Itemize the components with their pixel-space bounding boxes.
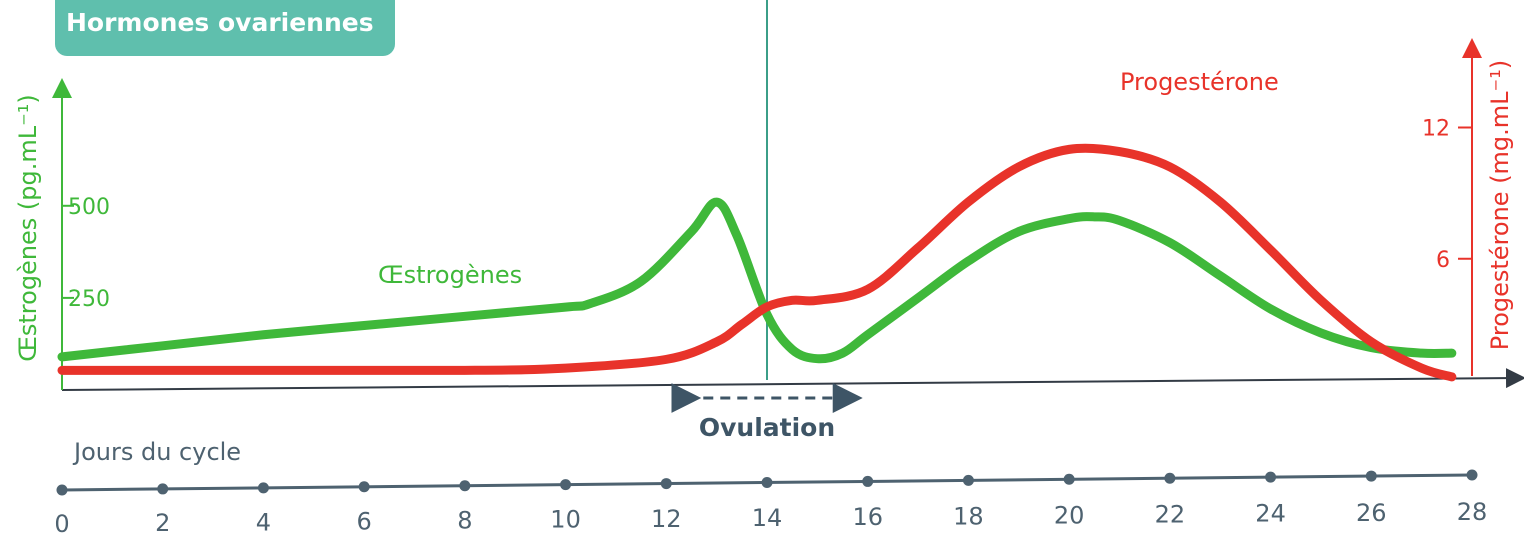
right-tick-label: 6 — [1436, 248, 1450, 273]
day-tick-label: 24 — [1255, 500, 1286, 528]
title-badge — [55, 0, 395, 56]
day-tick-dot — [660, 478, 672, 490]
day-tick-dot — [1265, 471, 1277, 483]
ovulation-label: Ovulation — [699, 413, 835, 442]
right-axis-title: Progestérone (mg.mL⁻¹) — [1486, 60, 1514, 350]
day-tick-label: 22 — [1155, 501, 1186, 529]
day-tick-dot — [761, 477, 773, 488]
estrogen-series-label: Œstrogènes — [378, 261, 522, 289]
day-tick-label: 28 — [1457, 498, 1488, 526]
day-tick-label: 18 — [953, 502, 984, 530]
day-tick-label: 14 — [752, 504, 783, 532]
day-tick-dot — [257, 482, 269, 494]
days-axis-title: Jours du cycle — [72, 438, 241, 466]
progesterone-series-label: Progestérone — [1120, 68, 1279, 96]
chart-title: Hormones ovariennes — [66, 8, 374, 37]
day-tick-label: 16 — [852, 503, 883, 531]
day-tick-dot — [459, 480, 471, 492]
day-tick-label: 12 — [651, 505, 682, 533]
left-tick-label: 500 — [68, 195, 110, 220]
day-tick-dot — [157, 483, 169, 495]
progesterone-series-line — [57, 143, 1457, 382]
day-tick-label: 10 — [550, 506, 581, 534]
day-tick-label: 20 — [1054, 501, 1085, 529]
day-tick-dot — [862, 475, 874, 487]
left-tick-label: 250 — [68, 287, 110, 312]
day-tick-dot — [1164, 472, 1176, 484]
day-tick-dot — [358, 481, 370, 493]
day-tick-dot — [1365, 470, 1377, 482]
day-tick-dot — [560, 479, 572, 491]
estrogen-series-line — [57, 197, 1457, 364]
left-axis-title: Œstrogènes (pg.mL⁻¹) — [14, 94, 42, 362]
day-tick-dot — [56, 484, 68, 496]
day-tick-dot — [962, 474, 974, 486]
day-tick-label: 4 — [256, 508, 271, 536]
day-tick-label: 6 — [357, 507, 372, 535]
day-tick-dot — [1466, 469, 1478, 481]
day-tick-label: 26 — [1356, 499, 1387, 527]
day-tick-label: 2 — [155, 509, 170, 537]
x-axis-line — [61, 368, 1524, 391]
day-tick-dot — [1063, 473, 1075, 485]
day-tick-label: 8 — [457, 507, 472, 535]
day-tick-label: 0 — [54, 510, 69, 538]
right-tick-label: 12 — [1422, 117, 1450, 142]
